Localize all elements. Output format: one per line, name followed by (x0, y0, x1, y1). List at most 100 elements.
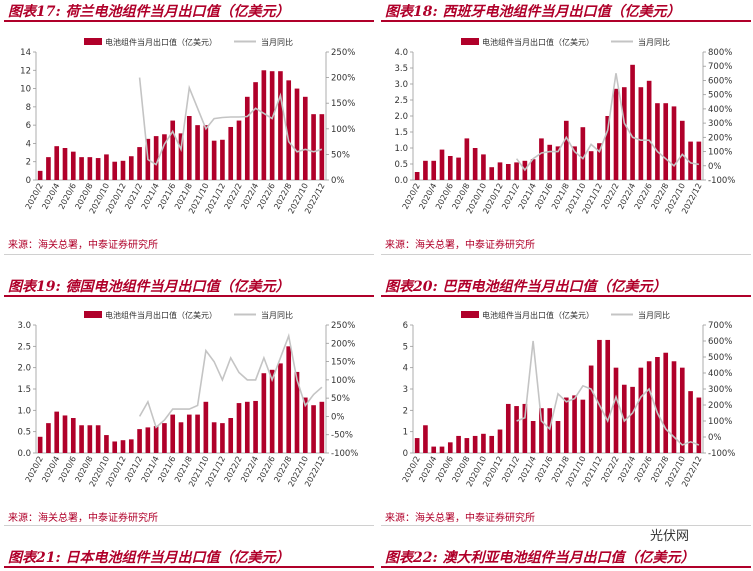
bar (431, 446, 437, 453)
y-right-tick-label: 800% (708, 48, 732, 58)
y-right-tick-label: 50% (331, 394, 350, 404)
yoy-line (515, 73, 700, 172)
bar (423, 425, 428, 453)
bar (621, 87, 627, 180)
bar (464, 438, 470, 453)
bar (423, 160, 428, 180)
bar (311, 114, 316, 180)
divider (381, 525, 751, 526)
bar (46, 423, 51, 453)
y-right-tick-label: 0% (708, 433, 722, 443)
bar (505, 403, 511, 453)
y-right-tick-label: 100% (331, 125, 355, 135)
bar (497, 162, 503, 180)
bar (278, 71, 283, 180)
y-left-tick-label: 2.0 (394, 112, 408, 122)
bar (547, 408, 553, 453)
y-left-tick-label: 14 (20, 48, 31, 58)
bar (37, 170, 43, 180)
bar (447, 442, 453, 453)
bar (431, 160, 437, 180)
bar (679, 367, 685, 453)
y-left-tick-label: 1.0 (17, 406, 31, 416)
y-right-tick-label: -50% (331, 431, 353, 441)
bar (228, 418, 234, 453)
bar (439, 149, 445, 180)
bar (481, 154, 486, 180)
bar (269, 71, 275, 180)
bar (87, 425, 93, 453)
bar (62, 415, 68, 453)
bar (153, 426, 159, 453)
bar (244, 401, 250, 453)
bar (120, 160, 126, 180)
bar (253, 400, 258, 453)
bar (630, 386, 635, 453)
bar (244, 96, 250, 180)
bar (170, 120, 176, 180)
chart-netherlands: 电池组件当月出口值（亿美元） 当月同比 0 2 4 6 8 10 12 14 0% 50% 100% 15… (20, 37, 355, 215)
bar (153, 136, 159, 180)
y-left-tick-label: 2 (26, 158, 31, 168)
bar (128, 156, 134, 180)
bar (414, 438, 420, 453)
bar (286, 346, 292, 453)
yoy-line (138, 77, 323, 166)
y-left-tick-label: 4.0 (394, 48, 408, 58)
y-right-tick-label: 150% (331, 99, 355, 109)
y-left-tick-label: 6 (403, 321, 408, 331)
y-left-tick-label: 10 (20, 85, 31, 95)
bar (456, 157, 461, 180)
legend-label-line: 当月同比 (638, 310, 670, 320)
y-left-tick-label: 5 (403, 342, 408, 352)
bar (195, 125, 200, 180)
chart-germany: 电池组件当月出口值（亿美元） 当月同比 0.0 0.5 1.0 1.5 2.0 2.5 3.0 -… (17, 310, 358, 488)
chart-panel-australia: 图表22: 澳大利亚电池组件当月出口值（亿美元） (381, 548, 751, 570)
bar (294, 88, 300, 180)
bar (186, 414, 192, 453)
divider (4, 254, 374, 255)
bar (414, 172, 420, 180)
bar (439, 446, 445, 453)
y-left-tick-label: 12 (20, 66, 31, 76)
yoy-line (138, 333, 323, 429)
bar (489, 435, 495, 453)
y-left-tick-label: 3.0 (17, 321, 31, 331)
bar (70, 418, 76, 453)
bar (580, 127, 586, 180)
chart-brazil: 电池组件当月出口值（亿美元） 当月同比 0 1 2 3 4 5 6 -100% 0% 100% 200%… (401, 310, 736, 488)
bar (70, 151, 76, 180)
bar (555, 146, 561, 180)
bar (203, 125, 209, 180)
bar (655, 357, 660, 453)
chart-source: 来源：海关总署，中泰证券研究所 (8, 513, 158, 524)
y-left-tick-label: 1.5 (394, 128, 408, 138)
bar (646, 361, 652, 453)
bar (294, 371, 300, 453)
legend-label-line: 当月同比 (261, 310, 293, 320)
y-right-tick-label: 250% (331, 321, 355, 331)
chart-panel-germany: 图表19: 德国电池组件当月出口值（亿美元） 电池组件当月出口值（亿美元） 当月同… (4, 277, 374, 527)
bar (104, 154, 109, 180)
y-left-tick-label: 3 (403, 385, 408, 395)
bar (588, 151, 594, 180)
y-right-tick-label: 0% (708, 162, 722, 172)
bar (505, 164, 511, 180)
y-left-tick-label: 1.5 (17, 385, 31, 395)
y-left-tick-label: 0.5 (17, 428, 31, 438)
legend-label-bars: 电池组件当月出口值（亿美元） (105, 37, 217, 47)
bar (170, 414, 176, 453)
bar (663, 352, 669, 453)
bar (302, 397, 308, 453)
bar (613, 88, 619, 180)
bar (580, 399, 586, 453)
legend-swatch-bars (84, 311, 102, 318)
y-right-tick-label: 100% (331, 376, 355, 386)
bar (261, 373, 267, 453)
y-right-tick-label: 200% (331, 74, 355, 84)
bar (95, 425, 101, 453)
bar (62, 148, 68, 180)
y-left-tick-label: 3.0 (394, 80, 408, 90)
legend-label-line: 当月同比 (638, 37, 670, 47)
y-right-tick-label: 500% (708, 91, 732, 101)
